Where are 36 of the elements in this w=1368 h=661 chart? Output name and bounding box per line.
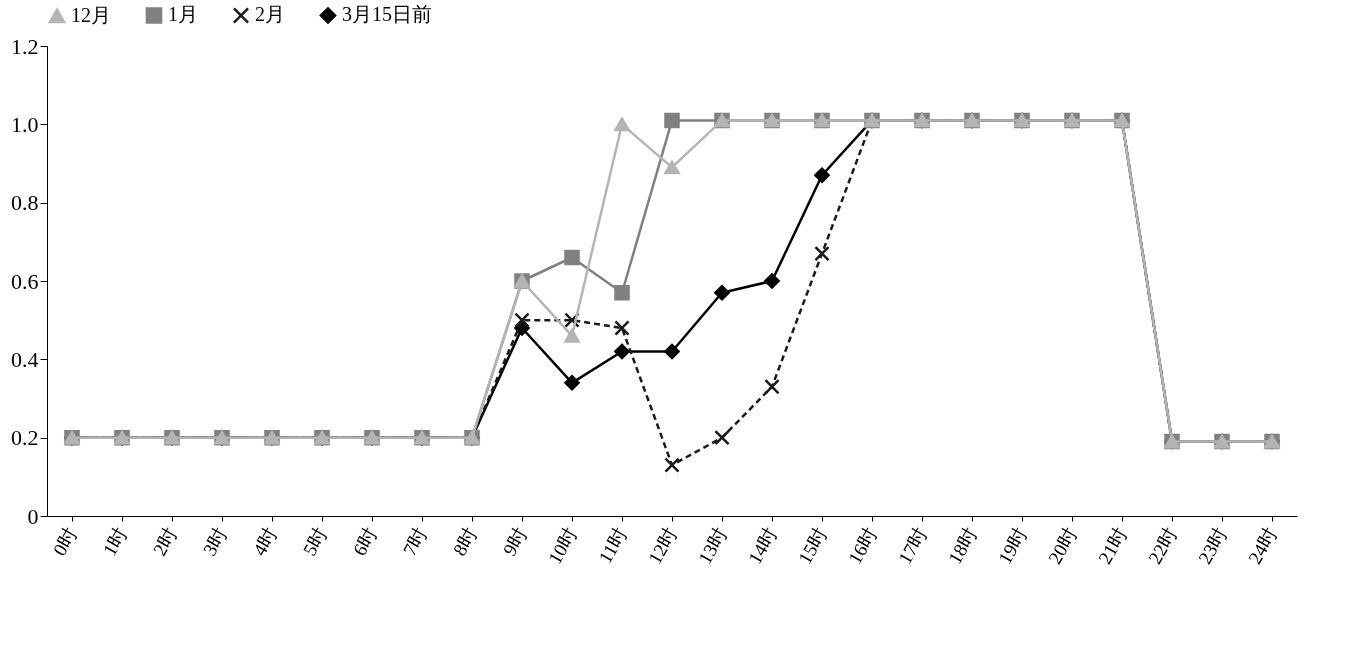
x-tick-label: 6时 bbox=[348, 524, 382, 560]
y-tick-label: 0 bbox=[27, 503, 39, 529]
y-tick-label: 1.0 bbox=[11, 111, 39, 137]
y-tick-label: 0.4 bbox=[11, 346, 39, 372]
legend-label: 1月 bbox=[168, 3, 198, 26]
x-tick-label: 7时 bbox=[398, 524, 432, 560]
x-tick-label: 8时 bbox=[448, 524, 482, 560]
x-tick-label: 21时 bbox=[1093, 524, 1132, 568]
y-tick-label: 0.6 bbox=[11, 268, 39, 294]
x-tick-label: 2时 bbox=[148, 524, 182, 560]
x-tick-label: 1时 bbox=[98, 524, 132, 560]
x-tick-label: 12时 bbox=[643, 524, 682, 568]
x-tick-label: 20时 bbox=[1043, 524, 1082, 568]
x-tick-label: 24时 bbox=[1243, 524, 1282, 568]
x-tick-label: 16时 bbox=[843, 524, 882, 568]
x-tick-label: 23时 bbox=[1193, 524, 1232, 568]
x-tick-label: 14时 bbox=[743, 524, 782, 568]
y-tick-label: 1.2 bbox=[11, 33, 39, 59]
x-tick-label: 4时 bbox=[248, 524, 282, 560]
x-tick-label: 15时 bbox=[793, 524, 832, 568]
x-tick-label: 3时 bbox=[198, 524, 232, 560]
x-tick-label: 22时 bbox=[1143, 524, 1182, 568]
legend-label: 2月 bbox=[255, 3, 285, 26]
x-tick-label: 13时 bbox=[693, 524, 732, 568]
y-tick-label: 0.8 bbox=[11, 190, 39, 216]
x-tick-label: 9时 bbox=[498, 524, 532, 560]
y-tick-label: 0.2 bbox=[11, 425, 39, 451]
x-tick-label: 5时 bbox=[298, 524, 332, 560]
x-tick-label: 10时 bbox=[543, 524, 582, 568]
x-tick-label: 17时 bbox=[893, 524, 932, 568]
legend-label: 3月15日前 bbox=[342, 3, 432, 26]
legend-label: 12月 bbox=[71, 3, 111, 26]
x-tick-label: 0时 bbox=[48, 524, 82, 560]
x-tick-label: 11时 bbox=[594, 524, 632, 567]
x-tick-label: 19时 bbox=[993, 524, 1032, 568]
x-tick-label: 18时 bbox=[943, 524, 982, 568]
